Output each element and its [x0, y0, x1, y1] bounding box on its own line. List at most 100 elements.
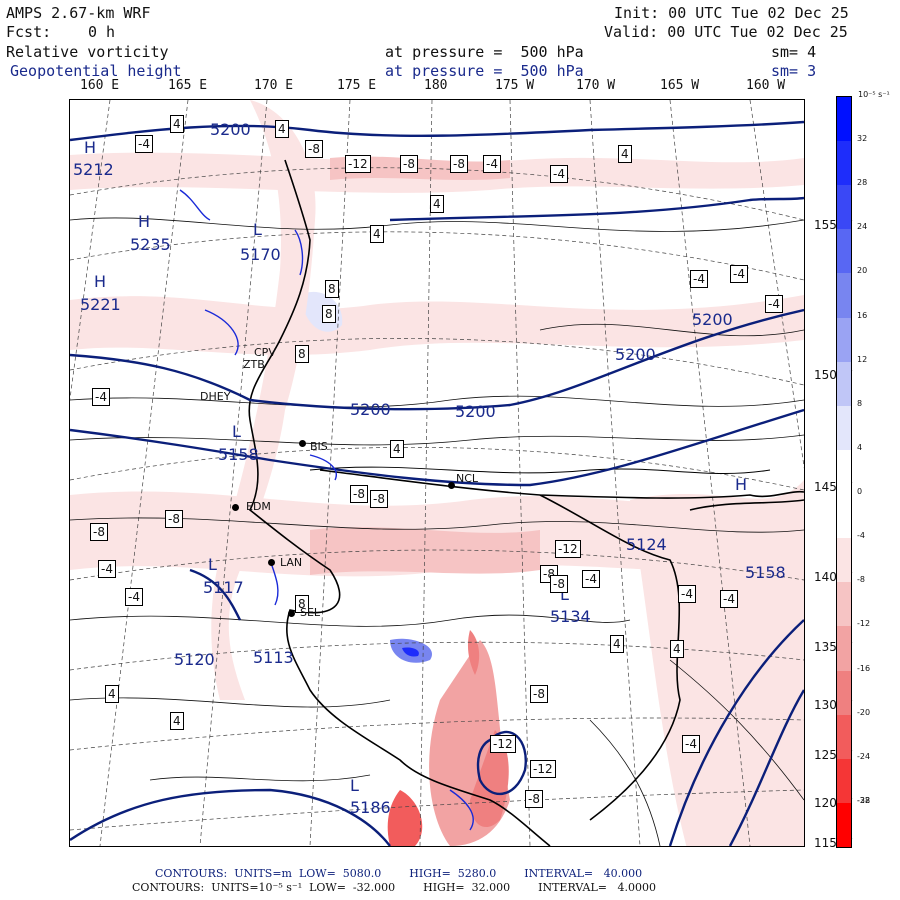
vorticity-value-box: -8 [370, 490, 388, 508]
vorticity-value-box: 4 [618, 145, 632, 163]
high-low-label: H [735, 475, 748, 494]
vorticity-value-box: 4 [370, 225, 384, 243]
colorbar-tick-label: 0 [857, 487, 863, 497]
colorbar-tick-label: 4 [857, 442, 863, 452]
footer-vorticity-contours: CONTOURS: UNITS=10⁻⁵ s⁻¹ LOW= -32.000 HI… [132, 881, 656, 894]
height-label: 5200 [455, 402, 496, 421]
height-label: 5158 [218, 445, 259, 464]
lon-label: 175 E [337, 78, 377, 93]
colorbar-segment [837, 626, 851, 672]
vorticity-value-box: -4 [690, 270, 708, 288]
vorticity-value-box: 8 [295, 345, 309, 363]
height-label: 5221 [80, 295, 121, 314]
high-low-label: L [350, 776, 359, 795]
height-labels: 5200 5200 5200 5200 5200 5212 5235 5221 … [70, 100, 804, 846]
height-label: 5200 [210, 120, 251, 139]
vorticity-value-box: 4 [390, 440, 404, 458]
ice-shelf-boundary [309, 466, 771, 474]
vorticity-value-box: 4 [170, 712, 184, 730]
colorbar-unit: 10⁻⁵ s⁻¹ [858, 90, 890, 99]
vorticity-value-box: -4 [678, 585, 696, 603]
colorbar-segment [837, 449, 851, 495]
vorticity-value-box: -4 [92, 388, 110, 406]
colorbar-segment [837, 670, 851, 716]
colorbar-segment [837, 185, 851, 230]
colorbar-tick-label: -12 [857, 619, 871, 629]
vorticity-value-box: 8 [325, 280, 339, 298]
high-low-label: H [84, 138, 97, 157]
height-label: 5235 [130, 235, 171, 254]
height-label: 5212 [73, 160, 114, 179]
lon-label: 170 E [254, 78, 294, 93]
lat-lon-grid [70, 100, 804, 846]
vorticity-value-box: -12 [530, 760, 556, 778]
high-low-label: H [138, 212, 151, 231]
colorbar-segment [837, 538, 851, 583]
vorticity-value-box: 4 [430, 195, 444, 213]
colorbar-tick-label: -32 [857, 795, 871, 805]
field2-smoothing: sm= 3 [771, 62, 817, 80]
vorticity-value-box: -8 [305, 140, 323, 158]
height-label: 5170 [240, 245, 281, 264]
vorticity-value-box: 4 [170, 115, 184, 133]
vorticity-value-box: -8 [530, 685, 548, 703]
vorticity-value-box: -8 [350, 485, 368, 503]
lon-label: 180 [424, 78, 448, 93]
height-label: 5120 [174, 650, 215, 669]
colorbar-tick-label: 28 [857, 178, 868, 188]
vorticity-value-box: -4 [682, 735, 700, 753]
station-label: ZTB [243, 358, 265, 371]
high-low-label: L [208, 555, 217, 574]
vorticity-value-box: -8 [550, 575, 568, 593]
lon-label: 160 W [746, 78, 786, 93]
vorticity-value-box: 4 [105, 685, 119, 703]
vorticity-value-box: 8 [295, 595, 309, 613]
vorticity-value-box: -8 [400, 155, 418, 173]
height-label: 5117 [203, 578, 244, 597]
lon-label: 165 E [168, 78, 208, 93]
colorbar-segment [837, 229, 851, 274]
height-label: 5200 [615, 345, 656, 364]
colorbar-segment [837, 758, 851, 804]
field2-name: Geopotential height [10, 62, 182, 80]
vorticity-value-box: -8 [525, 790, 543, 808]
vorticity-value-box: -12 [490, 735, 516, 753]
field1-name: Relative vorticity [6, 43, 169, 61]
colorbar-tick-label: 8 [857, 398, 863, 408]
colorbar-segment [837, 141, 851, 186]
station-dot [232, 504, 239, 511]
geopotential-contours [70, 120, 804, 846]
station-label: LAN [280, 556, 303, 569]
colorbar-segment [837, 97, 851, 142]
forecast-label: Fcst: [6, 23, 52, 41]
vorticity-value-box: -4 [550, 165, 568, 183]
init-time: Init: 00 UTC Tue 02 Dec 25 [614, 4, 849, 22]
station-dot [268, 559, 275, 566]
lon-label: 160 E [80, 78, 120, 93]
height-label: 5186 [350, 798, 391, 817]
vorticity-value-box: -4 [135, 135, 153, 153]
vorticity-value-box: 8 [322, 305, 336, 323]
colorbar-tick-label: 32 [857, 134, 868, 144]
station-label: NCL [456, 472, 479, 485]
vorticity-labels: 4 -4 4 -8 -12 -8 -8 -4 -4 4 4 4 8 8 8 -4 -4 -4 4 -8 -8 -8 -8 -4… [70, 100, 804, 846]
colorbar [836, 96, 852, 848]
station-label: BIS [310, 440, 328, 453]
vorticity-value-box: -4 [483, 155, 501, 173]
station-label: DHEY [200, 390, 231, 403]
colorbar-tick-label: -28 [857, 795, 871, 805]
vorticity-value-box: -8 [165, 510, 183, 528]
station-label: SEL [300, 606, 321, 619]
vorticity-value-box: 4 [610, 635, 624, 653]
colorbar-segment [837, 317, 851, 363]
map-panel: 5200 5200 5200 5200 5200 5212 5235 5221 … [69, 99, 805, 847]
vorticity-value-box: 4 [275, 120, 289, 138]
vorticity-value-box: -12 [555, 540, 581, 558]
colorbar-tick-label: 24 [857, 222, 868, 232]
vorticity-value-box: -4 [98, 560, 116, 578]
station-markers: CPV ZTB DHEY BIS NCL EDM LAN SEL [70, 100, 804, 846]
height-label: 5134 [550, 607, 591, 626]
coastline [248, 159, 804, 846]
vorticity-value-box: 4 [670, 640, 684, 658]
colorbar-segment [837, 273, 851, 319]
